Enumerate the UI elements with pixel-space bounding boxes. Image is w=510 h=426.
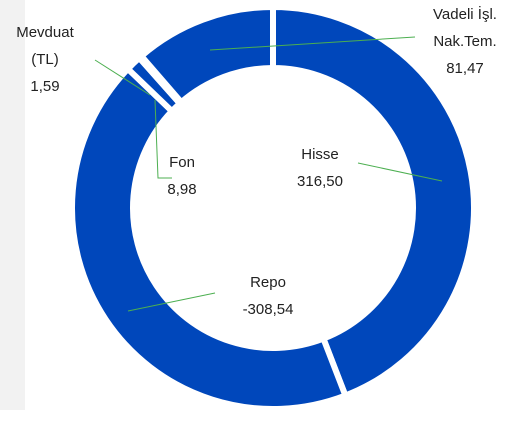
slice bbox=[69, 64, 350, 412]
value-label: 316,50 bbox=[297, 173, 343, 190]
value-label: 1,59 bbox=[30, 78, 59, 95]
value-label: -308,54 bbox=[243, 301, 294, 318]
side-strip bbox=[0, 0, 25, 410]
slices bbox=[69, 3, 477, 412]
leader-line bbox=[357, 162, 443, 182]
slice bbox=[137, 3, 276, 107]
category-label: Hisse bbox=[301, 146, 339, 163]
value-label: 8,98 bbox=[167, 181, 196, 198]
leader-line bbox=[127, 292, 216, 312]
value-label: 81,47 bbox=[446, 60, 484, 77]
category-label: Vadeli İşl. Nak.Tem. bbox=[433, 5, 497, 50]
leader-line bbox=[154, 99, 172, 179]
leader-line bbox=[209, 36, 416, 51]
leader-line bbox=[94, 59, 151, 96]
category-label: Fon bbox=[169, 154, 195, 171]
category-label: Mevduat (TL) bbox=[16, 24, 74, 68]
slice bbox=[270, 3, 477, 400]
category-label: Repo bbox=[250, 274, 286, 291]
